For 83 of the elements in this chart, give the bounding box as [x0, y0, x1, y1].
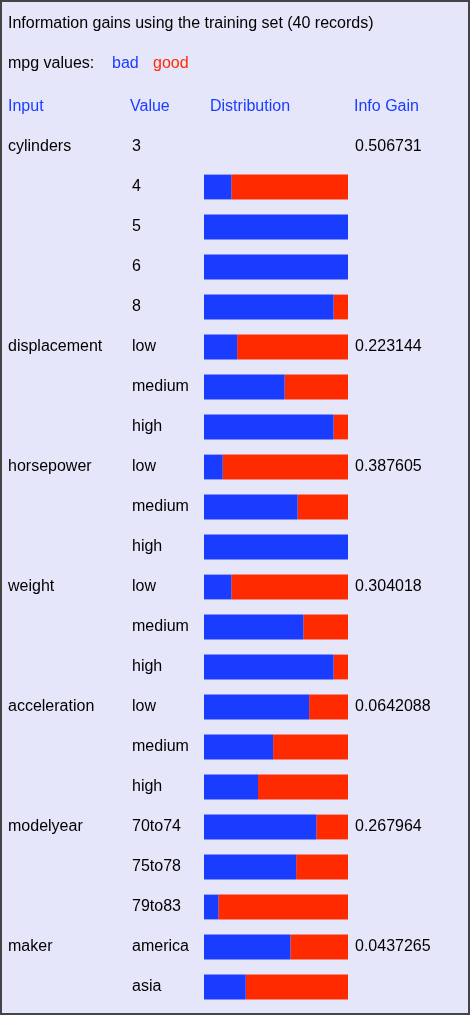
y-tick-label: low	[132, 337, 157, 355]
y2-tick-label: 0.506731	[355, 137, 422, 155]
y-tick-label: high	[132, 537, 163, 555]
y-tick-label: 4	[132, 177, 141, 195]
y-tick-label: medium	[132, 497, 189, 515]
category-label: cylinders	[8, 137, 72, 155]
y-tick-label: america	[132, 937, 190, 955]
bar	[204, 174, 232, 200]
category-label: displacement	[8, 337, 103, 355]
y2-tick-label: 0.223144	[355, 337, 422, 355]
category-label: weight	[8, 577, 55, 595]
bar	[204, 454, 223, 480]
bar	[218, 894, 348, 920]
bar	[204, 694, 310, 720]
bar	[222, 454, 348, 480]
text: Value	[130, 97, 170, 115]
bar	[204, 374, 285, 400]
bar	[204, 494, 298, 520]
bar	[333, 414, 348, 440]
bar	[303, 614, 348, 640]
bar	[204, 774, 258, 800]
category-label: maker	[8, 937, 53, 955]
bar	[290, 934, 348, 960]
y-tick-label: 5	[132, 217, 141, 235]
bar	[316, 814, 348, 840]
bar	[204, 894, 219, 920]
y-tick-label: medium	[132, 377, 189, 395]
y2-tick-label: 0.304018	[355, 577, 422, 595]
y-tick-label: 3	[132, 137, 141, 155]
bar	[204, 814, 317, 840]
bar	[204, 334, 238, 360]
y-tick-label: medium	[132, 617, 189, 635]
legend-title: mpg values:	[8, 54, 95, 72]
bar	[333, 294, 348, 320]
bar	[204, 734, 274, 760]
y-tick-label: low	[132, 457, 157, 475]
category-label: horsepower	[8, 457, 92, 475]
y2-tick-label: 0.267964	[355, 817, 422, 835]
y-tick-label: 75to78	[132, 857, 182, 875]
bar	[204, 254, 348, 280]
text: Distribution	[210, 97, 291, 115]
bar	[237, 334, 348, 360]
text: bad	[112, 54, 139, 72]
y2-tick-label: 0.0437265	[355, 937, 431, 955]
bar	[204, 654, 334, 680]
bar	[231, 174, 348, 200]
text: Input	[8, 97, 44, 115]
bar	[258, 774, 348, 800]
y-tick-label: low	[132, 577, 157, 595]
y-tick-label: high	[132, 777, 163, 795]
bar	[204, 934, 291, 960]
bar	[309, 694, 348, 720]
y-tick-label: 8	[132, 297, 141, 315]
y-tick-label: high	[132, 657, 163, 675]
bar	[204, 534, 348, 560]
y-tick-label: asia	[132, 977, 162, 995]
y-tick-label: 70to74	[132, 817, 182, 835]
category-label: acceleration	[8, 697, 95, 715]
bar	[297, 494, 348, 520]
text: Info Gain	[354, 97, 419, 115]
bar	[204, 294, 334, 320]
bar	[333, 654, 348, 680]
bar	[204, 574, 232, 600]
bar	[204, 414, 334, 440]
y2-tick-label: 0.0642088	[355, 697, 431, 715]
bar	[273, 734, 348, 760]
bar	[204, 854, 297, 880]
chart-title: Information gains using the training set (40 records)	[8, 14, 374, 32]
bar	[204, 614, 304, 640]
bar	[204, 214, 348, 240]
text: good	[153, 54, 189, 72]
y-tick-label: 79to83	[132, 897, 182, 915]
bar	[231, 574, 348, 600]
bar	[204, 974, 246, 1000]
y-tick-label: medium	[132, 737, 189, 755]
y-tick-label: 6	[132, 257, 141, 275]
bar	[296, 854, 348, 880]
bar	[284, 374, 348, 400]
bar	[245, 974, 348, 1000]
y2-tick-label: 0.387605	[355, 457, 422, 475]
category-label: modelyear	[8, 817, 83, 835]
y-tick-label: high	[132, 417, 163, 435]
y-tick-label: low	[132, 697, 157, 715]
